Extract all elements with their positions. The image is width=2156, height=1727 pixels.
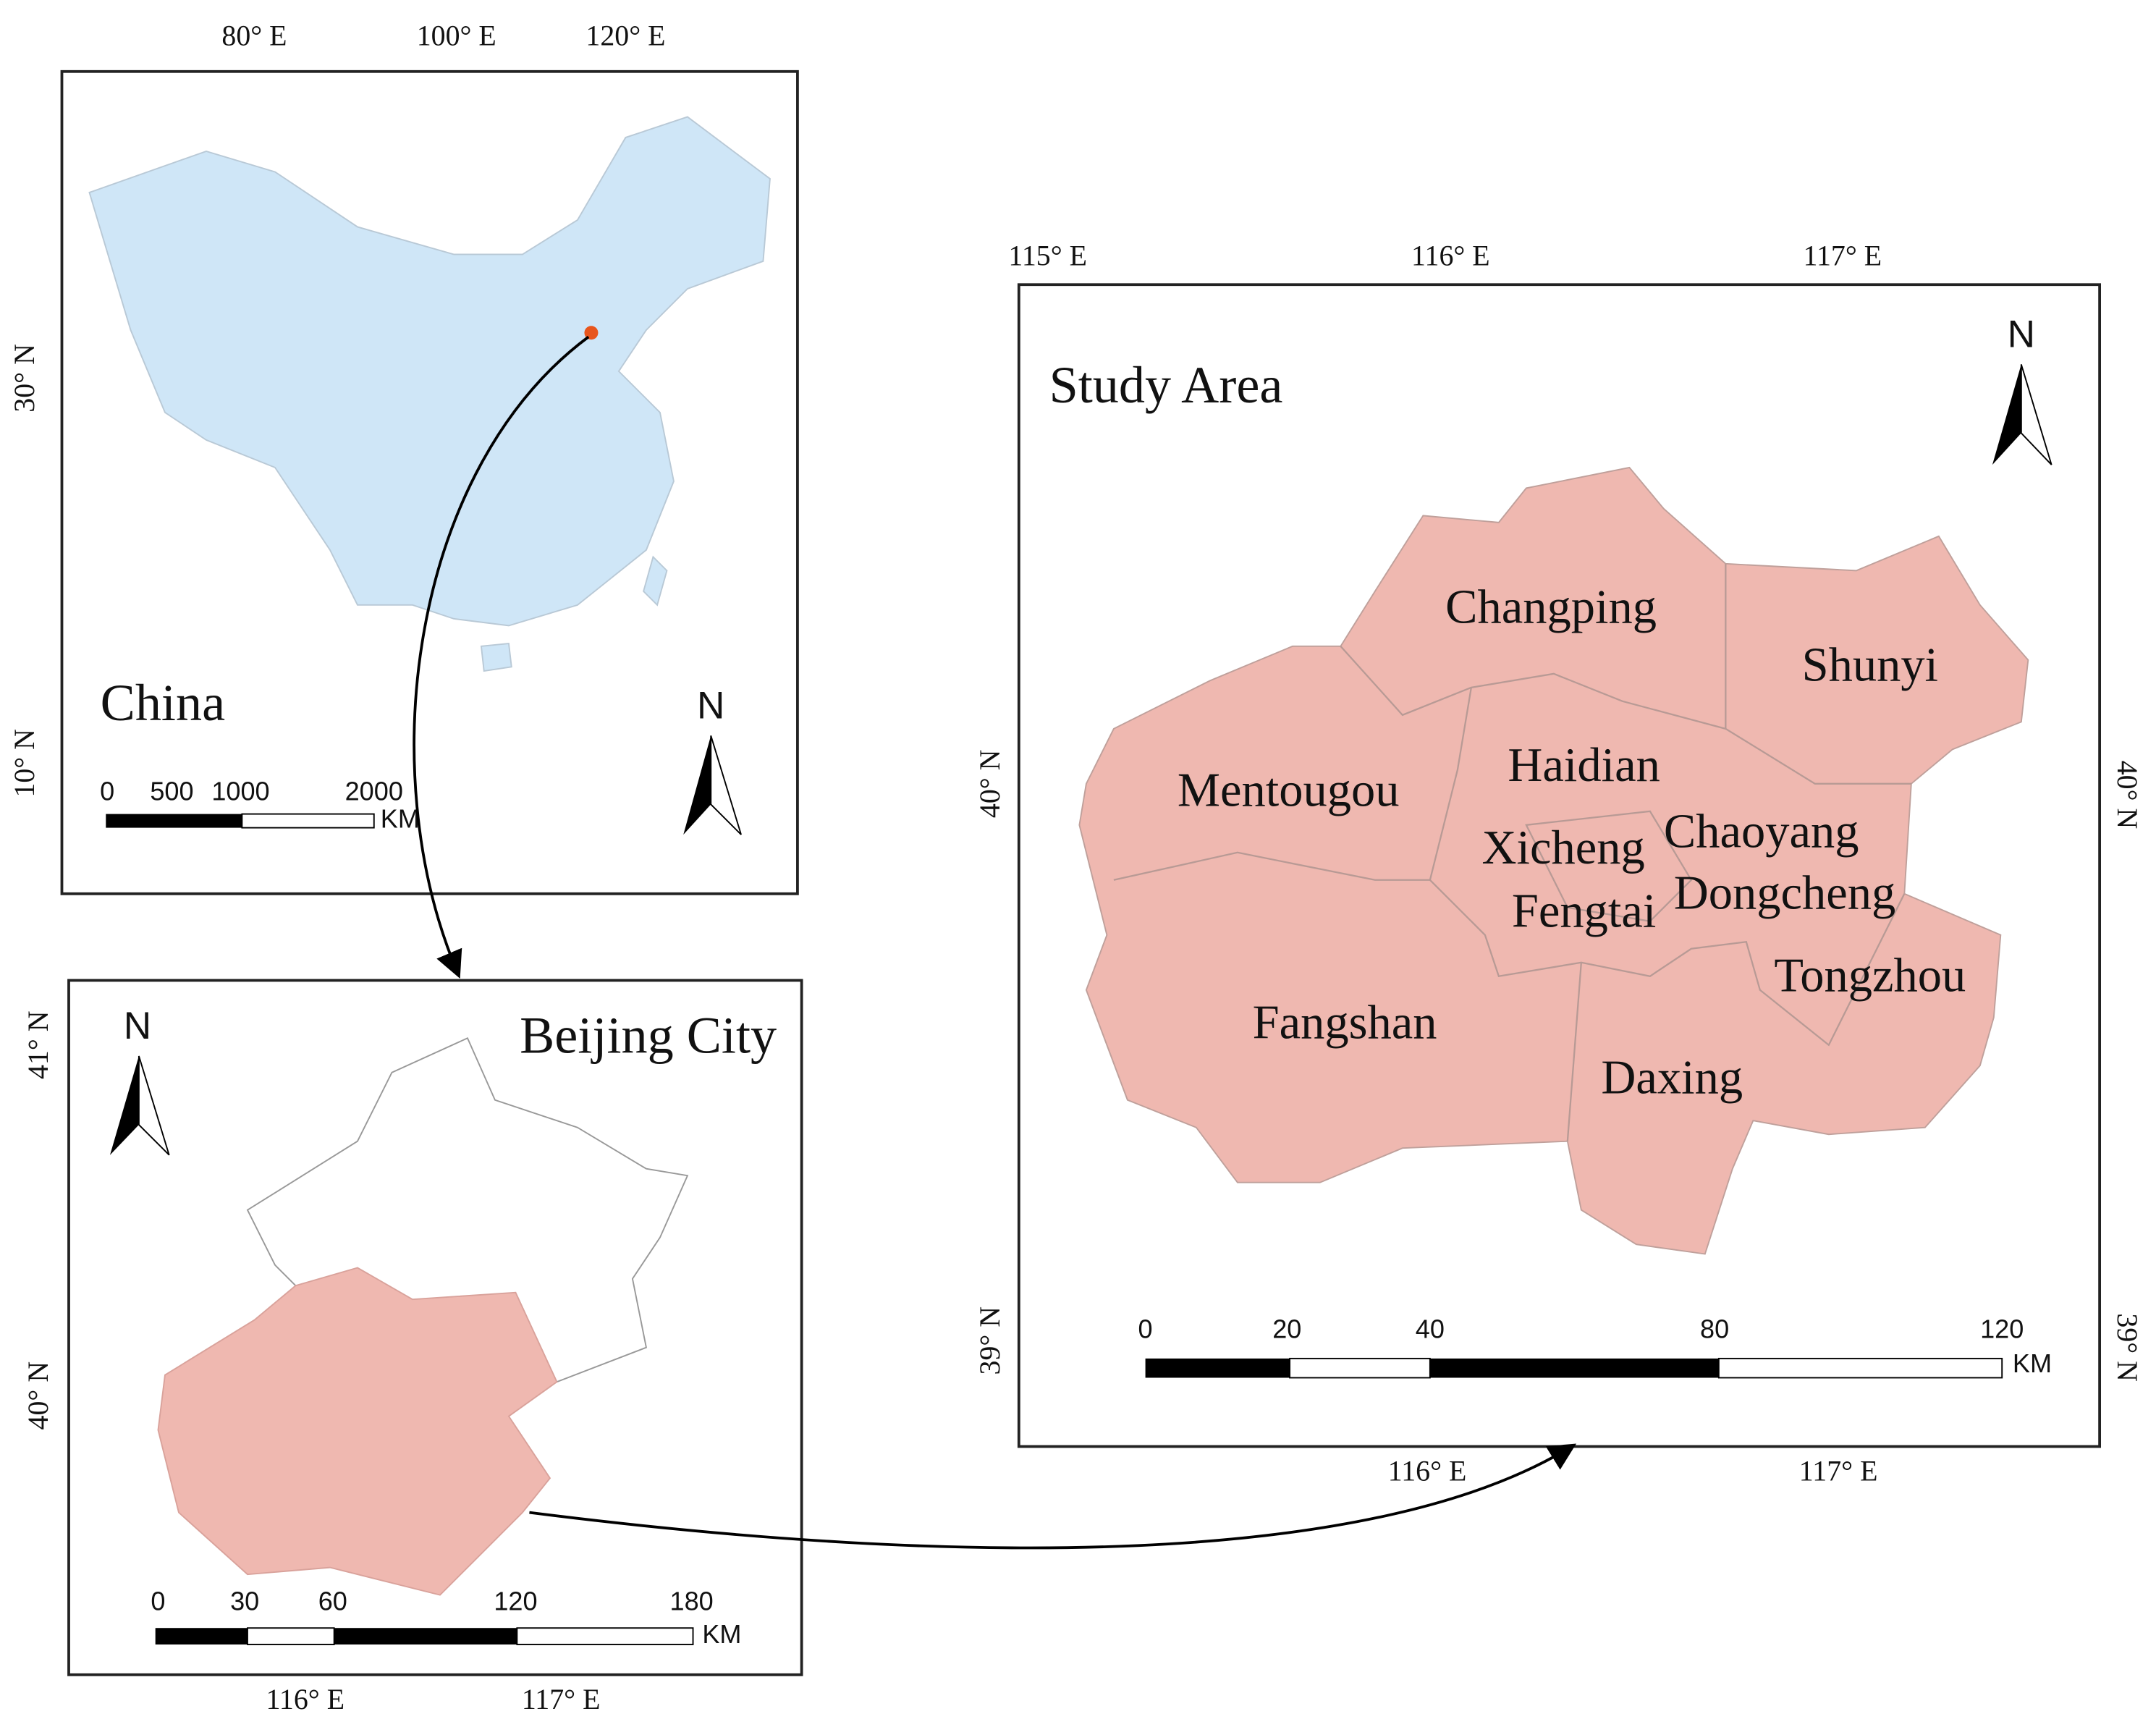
scale-bar	[1429, 1358, 1719, 1378]
lat-label: 40° N	[2111, 761, 2144, 829]
lat-label: 39° N	[2111, 1313, 2144, 1382]
scale-unit: KM	[702, 1619, 741, 1649]
lon-label: 80° E	[221, 19, 287, 51]
lon-label: 120° E	[585, 19, 665, 51]
district-label: Dongcheng	[1674, 867, 1895, 920]
beijing-frame	[67, 979, 803, 1676]
lat-label: 39° N	[973, 1306, 1006, 1375]
scale-bar	[241, 813, 375, 829]
scale-bar	[247, 1627, 335, 1645]
lat-label: 30° N	[8, 344, 41, 413]
lon-label: 117° E	[522, 1683, 601, 1715]
lon-label: 100° E	[417, 19, 496, 51]
study-area-shape	[157, 1267, 558, 1596]
lon-label: 116° E	[1388, 1455, 1467, 1487]
beijing-panel: Beijing City 116° E 117° E 41° N 40° N 0…	[22, 979, 803, 1715]
scale-label: 80	[1700, 1314, 1729, 1343]
district-label: Fengtai	[1512, 884, 1656, 937]
china-frame	[60, 69, 799, 895]
lat-label: 41° N	[22, 1010, 54, 1079]
scale-unit: KM	[2013, 1348, 2052, 1378]
district-label: Shunyi	[1802, 638, 1938, 691]
scale-label: 0	[151, 1587, 165, 1616]
district-label: Haidian	[1508, 739, 1660, 792]
lat-label: 40° N	[22, 1361, 54, 1430]
study-area-panel: 115° E 116° E 117° E 116° E 117° E 40° N…	[973, 239, 2144, 1487]
scale-label: 0	[100, 777, 114, 806]
scale-bar	[334, 1628, 517, 1645]
scale-label: 0	[1138, 1314, 1153, 1343]
north-arrow	[1992, 364, 2021, 465]
north-arrow	[109, 1055, 139, 1155]
hainan	[480, 643, 512, 672]
district-label: Changping	[1445, 581, 1657, 634]
scale-label: 40	[1416, 1314, 1445, 1343]
scale-bar	[106, 814, 242, 828]
scale-label: 120	[494, 1587, 537, 1616]
lon-label: 115° E	[1008, 239, 1087, 271]
north-label: N	[697, 684, 724, 727]
scale-label: 60	[318, 1587, 347, 1616]
lon-label: 117° E	[1799, 1455, 1878, 1487]
lon-label: 117° E	[1804, 239, 1882, 271]
scale-bar	[1289, 1357, 1431, 1379]
scale-unit: KM	[381, 804, 420, 834]
study-area-shape	[1078, 466, 2029, 1255]
north-arrow	[710, 735, 742, 835]
china-panel: 80° E 100° E 120° E 30° N 10° N China 0 …	[8, 19, 799, 895]
scale-label: 1000	[211, 777, 269, 806]
china-shape	[88, 116, 771, 627]
district-label: Mentougou	[1178, 764, 1400, 816]
district-label: Tongzhou	[1774, 950, 1966, 1002]
scale-label: 30	[230, 1587, 259, 1616]
north-arrow	[138, 1055, 170, 1156]
north-arrow	[683, 735, 711, 835]
lon-label: 116° E	[1411, 239, 1490, 271]
taiwan	[643, 555, 668, 607]
north-label: N	[124, 1005, 151, 1047]
scale-bar	[1145, 1358, 1290, 1378]
scale-label: 500	[150, 777, 193, 806]
district-label: Xicheng	[1482, 822, 1645, 874]
lat-label: 10° N	[8, 729, 41, 798]
district-label: Fangshan	[1253, 996, 1437, 1049]
scale-bar	[155, 1628, 248, 1645]
connector-arrow	[413, 335, 590, 979]
panel-title: Beijing City	[520, 1007, 777, 1065]
lat-label: 40° N	[973, 750, 1006, 819]
panel-title: China	[101, 674, 225, 732]
scale-label: 120	[1980, 1314, 2024, 1343]
connector-arrow	[529, 1443, 1577, 1550]
scale-bar	[516, 1627, 694, 1645]
district-borders	[1113, 563, 1911, 1141]
scale-label: 180	[670, 1587, 714, 1616]
panel-title: Study Area	[1049, 356, 1283, 414]
scale-label: 20	[1272, 1314, 1301, 1343]
north-arrow	[2020, 364, 2053, 465]
district-label: Chaoyang	[1664, 805, 1859, 858]
scale-label: 2000	[345, 777, 403, 806]
lon-label: 116° E	[266, 1683, 344, 1715]
scale-bar	[1717, 1357, 2003, 1379]
north-label: N	[2008, 313, 2035, 355]
district-label: Daxing	[1601, 1051, 1743, 1104]
